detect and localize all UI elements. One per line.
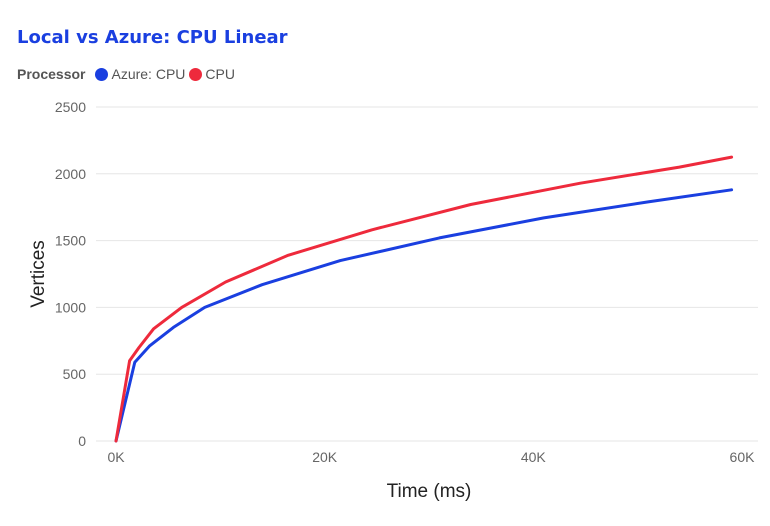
y-tick-label: 500 (63, 366, 87, 382)
legend: Processor Azure: CPU CPU (17, 66, 239, 82)
y-tick-label: 2500 (55, 99, 86, 115)
legend-item-azure-cpu[interactable]: Azure: CPU (95, 66, 185, 82)
y-tick-label: 1500 (55, 233, 86, 249)
legend-title: Processor (17, 66, 86, 82)
legend-marker-azure-cpu (95, 67, 109, 81)
x-tick-label: 40K (521, 449, 547, 465)
series-line-azure-cpu[interactable] (114, 188, 734, 443)
x-axis-label: Time (ms) (387, 481, 472, 502)
series-line-cpu[interactable] (114, 155, 734, 443)
legend-label-cpu: CPU (205, 66, 235, 82)
y-tick-label: 0 (78, 433, 86, 449)
x-tick-label: 20K (312, 449, 338, 465)
y-axis-label: Vertices (28, 240, 49, 308)
y-tick-label: 1000 (55, 299, 86, 315)
legend-marker-cpu (189, 67, 203, 81)
y-axis-ticks: 0 500 1000 1500 2000 2500 (55, 99, 86, 449)
series-lines (114, 155, 734, 443)
y-tick-label: 2000 (55, 166, 86, 182)
x-axis-ticks: 0K 20K 40K 60K (107, 449, 755, 465)
legend-item-cpu[interactable]: CPU (189, 66, 235, 82)
gridlines (96, 106, 758, 442)
x-tick-label: 0K (107, 449, 125, 465)
chart-title: Local vs Azure: CPU Linear (17, 27, 288, 48)
legend-label-azure-cpu: Azure: CPU (111, 66, 186, 82)
x-tick-label: 60K (730, 449, 756, 465)
